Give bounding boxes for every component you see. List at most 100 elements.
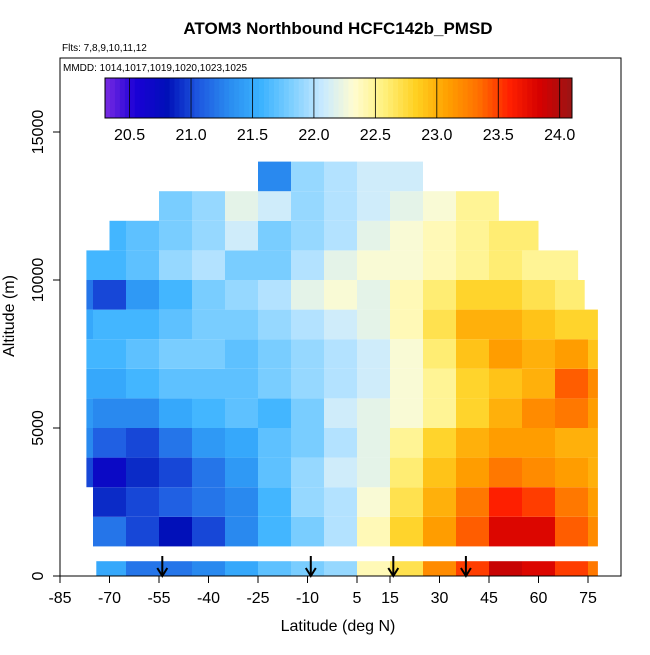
heatmap-cell	[489, 280, 522, 310]
colorbar-swatch	[209, 78, 215, 118]
heatmap-cell	[588, 398, 598, 428]
colorbar-swatch	[383, 78, 389, 118]
colorbar-swatch	[328, 78, 334, 118]
x-tick-label: 45	[480, 590, 498, 607]
colorbar-swatch	[318, 78, 324, 118]
heatmap-cell	[456, 487, 489, 517]
heatmap-cell	[456, 457, 489, 488]
colorbar-swatch	[169, 78, 175, 118]
heatmap-cell	[324, 161, 357, 192]
colorbar-swatch	[119, 78, 126, 118]
heatmap-cell	[489, 561, 522, 576]
heatmap-cell	[109, 220, 126, 251]
colorbar-swatch	[547, 78, 553, 118]
heatmap-cell	[93, 428, 126, 458]
heatmap-cell	[390, 457, 423, 488]
heatmap-cell	[93, 457, 126, 488]
heatmap-cell	[192, 516, 225, 547]
heatmap-cell	[192, 368, 225, 399]
colorbar-swatch	[348, 78, 354, 118]
heatmap-cell	[225, 457, 258, 488]
colorbar-swatch	[552, 78, 558, 118]
heatmap-cell	[126, 309, 159, 340]
heatmap-cell	[126, 457, 159, 488]
heatmap-cell	[86, 309, 93, 340]
heatmap-cell	[159, 191, 192, 221]
x-tick-label: -10	[296, 590, 319, 607]
heatmap-cell	[357, 339, 390, 369]
heatmap-cell	[192, 487, 225, 517]
heatmap-cell	[555, 398, 588, 428]
colorbar-tick-label: 20.5	[114, 127, 145, 144]
x-tick-label: 60	[530, 590, 548, 607]
heatmap-cell	[93, 487, 126, 517]
colorbar-swatch	[527, 78, 533, 118]
colorbar-swatch	[229, 78, 235, 118]
heatmap-cell	[86, 368, 93, 399]
heatmap-cell	[192, 398, 225, 428]
heatmap-cell	[225, 398, 258, 428]
heatmap-cell	[225, 561, 258, 576]
heatmap-cell	[258, 191, 291, 221]
heatmap-cell	[126, 487, 159, 517]
colorbar-swatch	[254, 78, 260, 118]
heatmap-cell	[357, 398, 390, 428]
heatmap-cell	[555, 561, 588, 576]
colorbar-swatch	[149, 78, 156, 118]
heatmap-cell	[86, 398, 93, 428]
heatmap-cell	[555, 250, 579, 280]
colorbar-swatch	[432, 78, 439, 118]
heatmap-cell	[522, 309, 555, 340]
heatmap-cell	[324, 487, 357, 517]
y-tick-label: 5000	[30, 410, 47, 446]
heatmap-cell	[225, 368, 258, 399]
x-axis-label: Latitude (deg N)	[281, 618, 396, 635]
colorbar-swatch	[462, 78, 469, 118]
heatmap-cell	[86, 339, 93, 369]
heatmap-cell	[93, 309, 126, 340]
heatmap-cell	[291, 309, 324, 340]
colorbar-swatch	[124, 78, 131, 118]
heatmap-cell	[555, 428, 588, 458]
x-tick-label: -85	[48, 590, 71, 607]
heatmap-cell	[555, 280, 585, 310]
colorbar-swatch	[393, 78, 399, 118]
heatmap-cell	[291, 250, 324, 280]
heatmap-cell	[258, 309, 291, 340]
heatmap-cell	[93, 250, 126, 280]
heatmap-cell	[357, 250, 390, 280]
heatmap-cell	[258, 487, 291, 517]
colorbar-swatch	[154, 78, 161, 118]
colorbar-swatch	[512, 78, 518, 118]
heatmap-cell	[291, 561, 324, 576]
colorbar-swatch	[283, 78, 290, 118]
heatmap-cell	[324, 191, 357, 221]
colorbar-swatch	[457, 78, 464, 118]
colorbar-swatch	[144, 78, 151, 118]
plot-frame	[59, 57, 622, 577]
colorbar-swatch	[408, 78, 414, 118]
colorbar-swatch	[358, 78, 364, 118]
heatmap-cell	[423, 561, 456, 576]
heatmap-cell	[192, 191, 225, 221]
heatmap-cell	[324, 280, 357, 310]
flight-arrow-head	[304, 567, 317, 578]
colorbar-swatch	[189, 78, 195, 118]
colorbar-swatch	[507, 78, 513, 118]
colorbar-swatch	[134, 78, 141, 118]
heatmap-cell	[192, 250, 225, 280]
heatmap-cell	[423, 191, 456, 221]
heatmap-cell	[93, 368, 126, 399]
heatmap-cell	[357, 561, 390, 576]
heatmap-cell	[126, 516, 159, 547]
heatmap-cell	[489, 309, 522, 340]
heatmap-cell	[159, 339, 192, 369]
colorbar-swatch	[487, 78, 493, 118]
heatmap-cell	[555, 309, 588, 340]
heatmap-cell	[489, 339, 522, 369]
colorbar-swatch	[273, 78, 280, 118]
colorbar-swatch	[477, 78, 483, 118]
heatmap-cell	[86, 457, 93, 488]
heatmap-cell	[324, 339, 357, 369]
colorbar-swatch	[224, 78, 230, 118]
